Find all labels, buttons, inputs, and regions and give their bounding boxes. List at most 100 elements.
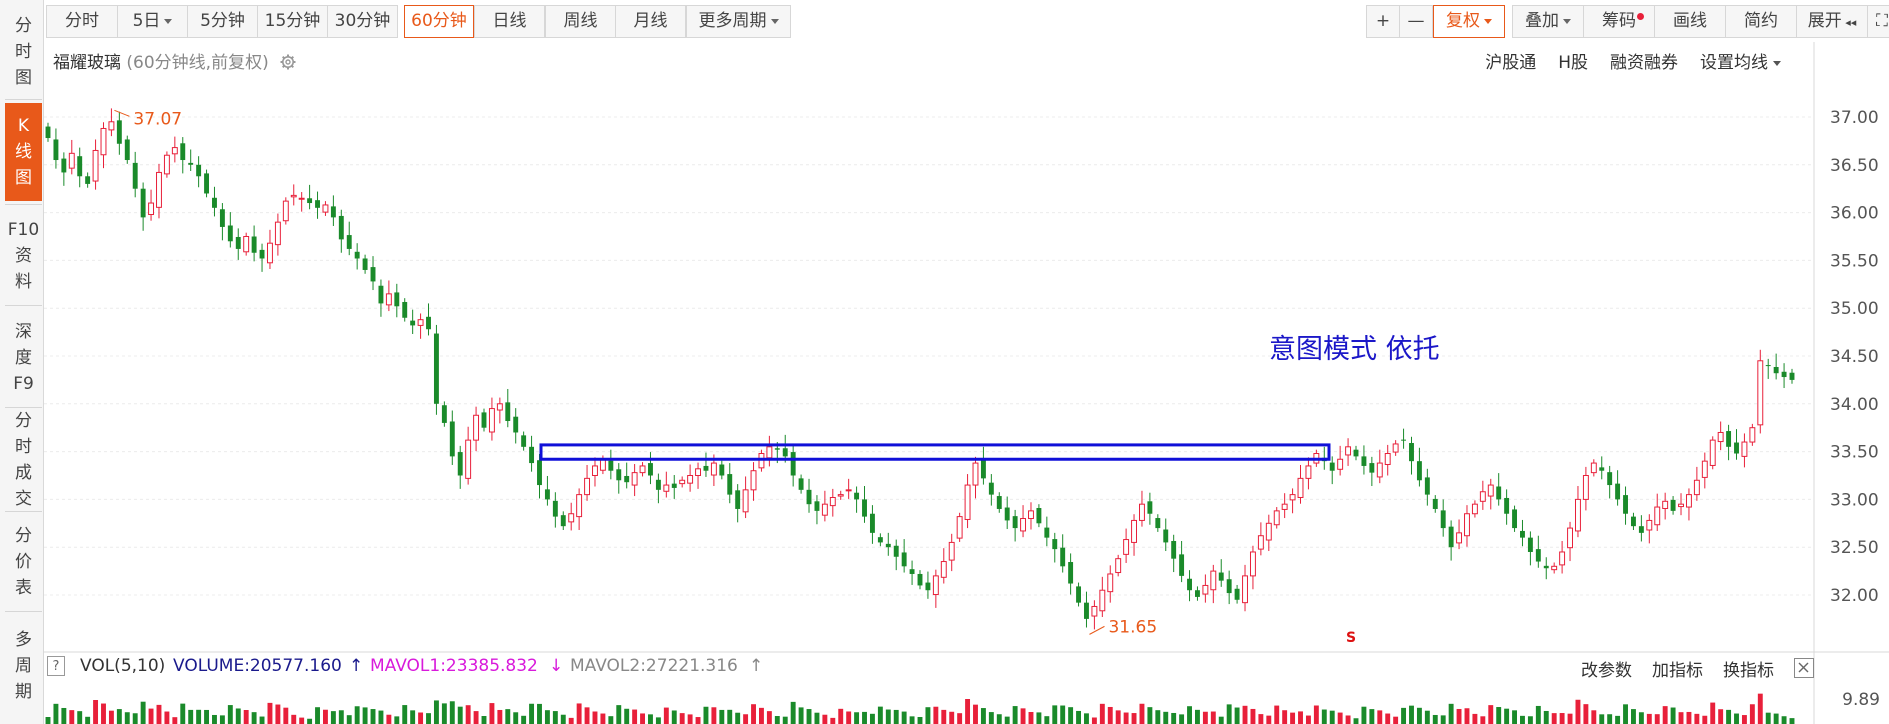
help-icon[interactable]: ? bbox=[47, 656, 65, 676]
candle-body bbox=[1456, 532, 1463, 544]
left-tab-6[interactable]: 多周期 bbox=[5, 616, 42, 716]
period-tab-2[interactable]: 5分钟 bbox=[187, 5, 258, 38]
candle-body bbox=[496, 403, 503, 411]
period-tab-0[interactable]: 分时 bbox=[46, 5, 118, 38]
candle-body bbox=[1076, 586, 1082, 603]
candle-body bbox=[972, 462, 979, 486]
period-tab-7[interactable]: 周线 bbox=[545, 5, 616, 38]
period-tab-label: 15分钟 bbox=[264, 11, 321, 31]
candle-body bbox=[354, 251, 360, 259]
candle-body bbox=[940, 561, 947, 578]
left-tab-5[interactable]: 分价表 bbox=[5, 516, 42, 608]
candle-body bbox=[1155, 518, 1161, 529]
period-tab-3[interactable]: 15分钟 bbox=[257, 5, 328, 38]
overlay-dropdown[interactable]: 叠加 bbox=[1512, 5, 1584, 38]
candle-body bbox=[1099, 589, 1106, 612]
candle-body bbox=[821, 503, 828, 516]
candle-body bbox=[1685, 494, 1692, 508]
candle-body bbox=[829, 496, 836, 507]
period-tab-1[interactable]: 5日 bbox=[117, 5, 188, 38]
candle-body bbox=[322, 204, 329, 213]
candle-body bbox=[988, 482, 994, 495]
chips-button[interactable]: 筹码 bbox=[1583, 5, 1655, 38]
left-tab-char: F10 bbox=[7, 220, 40, 240]
candle-body bbox=[996, 496, 1002, 509]
candle-body bbox=[68, 152, 75, 169]
period-tab-9[interactable]: 更多周期 bbox=[686, 5, 791, 38]
candle-body bbox=[1734, 442, 1739, 454]
fullscreen-button[interactable]: ⛶ bbox=[1867, 5, 1889, 38]
candle-body bbox=[370, 267, 376, 282]
candle-body bbox=[85, 176, 91, 184]
candle-body bbox=[1416, 461, 1422, 481]
left-tab-0[interactable]: 分时图 bbox=[5, 8, 42, 96]
volume-action-2[interactable]: 换指标 bbox=[1723, 661, 1774, 681]
candle-body bbox=[568, 513, 575, 523]
candle-body bbox=[727, 474, 733, 495]
candle-body bbox=[1432, 498, 1438, 509]
candle-body bbox=[790, 452, 796, 476]
left-tab-3[interactable]: 深度 F9 bbox=[5, 312, 42, 404]
fullscreen-icon: ⛶ bbox=[1876, 11, 1888, 31]
candle-body bbox=[1409, 442, 1414, 462]
right-link-2[interactable]: 融资融券 bbox=[1610, 53, 1678, 73]
left-tab-char: 成 bbox=[15, 463, 32, 483]
settings-gear-icon[interactable] bbox=[280, 54, 296, 70]
candle-body bbox=[1741, 441, 1748, 457]
period-tab-label: 更多周期 bbox=[698, 11, 767, 31]
candle-body bbox=[315, 200, 320, 208]
candle-body bbox=[1107, 573, 1114, 593]
left-tab-2[interactable]: F10 资料 bbox=[5, 210, 42, 302]
period-tab-5[interactable]: 60分钟 bbox=[404, 5, 474, 38]
candle-body bbox=[1369, 463, 1375, 473]
simple-mode-button[interactable]: 简约 bbox=[1725, 5, 1797, 38]
candle-body bbox=[410, 320, 416, 326]
close-icon[interactable] bbox=[1794, 658, 1814, 678]
chart-annotation-text: 意图模式 依托 bbox=[1269, 334, 1440, 365]
candle-body bbox=[901, 552, 907, 567]
candle-body bbox=[552, 500, 558, 517]
candle-body bbox=[307, 198, 313, 204]
right-links: 沪股通 H股 融资融券 设置均线 bbox=[1463, 48, 1781, 73]
volume-action-0[interactable]: 改参数 bbox=[1581, 661, 1632, 681]
right-link-1[interactable]: H股 bbox=[1558, 53, 1588, 73]
left-tab-char: 时 bbox=[15, 437, 32, 457]
candle-body bbox=[1781, 371, 1787, 378]
draw-line-button[interactable]: 画线 bbox=[1654, 5, 1726, 38]
candle-body bbox=[956, 516, 963, 539]
low-marker-arrow bbox=[1089, 625, 1105, 635]
candle-body bbox=[529, 446, 535, 464]
candle-body bbox=[259, 249, 265, 259]
period-tab-4[interactable]: 30分钟 bbox=[327, 5, 398, 38]
candle-body bbox=[1535, 549, 1541, 562]
candle-body bbox=[1139, 503, 1145, 521]
period-tab-8[interactable]: 月线 bbox=[615, 5, 686, 38]
candle-body bbox=[1479, 491, 1486, 502]
left-tab-char: 周 bbox=[15, 656, 32, 676]
candle-body bbox=[251, 236, 257, 253]
volume-action-1[interactable]: 加指标 bbox=[1652, 661, 1703, 681]
candle-body bbox=[576, 494, 583, 518]
candle-body bbox=[362, 258, 368, 270]
right-link-0[interactable]: 沪股通 bbox=[1485, 53, 1536, 73]
candle-body bbox=[227, 225, 233, 242]
candle-body bbox=[116, 120, 122, 144]
period-tab-6[interactable]: 日线 bbox=[474, 5, 545, 38]
candle-body bbox=[1512, 509, 1518, 529]
candle-body bbox=[599, 458, 606, 471]
expand-button[interactable]: 展开 ◂◂ bbox=[1796, 5, 1868, 38]
fuquan-dropdown[interactable]: 复权 bbox=[1433, 5, 1505, 38]
notification-dot-icon bbox=[1637, 13, 1644, 20]
candle-body bbox=[1020, 518, 1027, 532]
zoom-out-button[interactable]: — bbox=[1399, 5, 1433, 38]
y-tick-label: 36.00 bbox=[1830, 204, 1879, 224]
candle-body bbox=[1353, 449, 1359, 457]
right-link-3[interactable]: 设置均线 bbox=[1700, 53, 1781, 73]
left-tab-4[interactable]: 分时成交 bbox=[5, 411, 42, 509]
zoom-in-button[interactable]: + bbox=[1366, 5, 1400, 38]
candle-body bbox=[1060, 547, 1066, 567]
candle-body bbox=[885, 543, 891, 548]
candle-body bbox=[806, 489, 812, 505]
